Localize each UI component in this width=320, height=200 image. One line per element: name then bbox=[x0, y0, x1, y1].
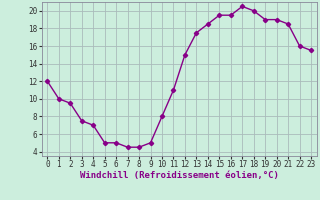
X-axis label: Windchill (Refroidissement éolien,°C): Windchill (Refroidissement éolien,°C) bbox=[80, 171, 279, 180]
